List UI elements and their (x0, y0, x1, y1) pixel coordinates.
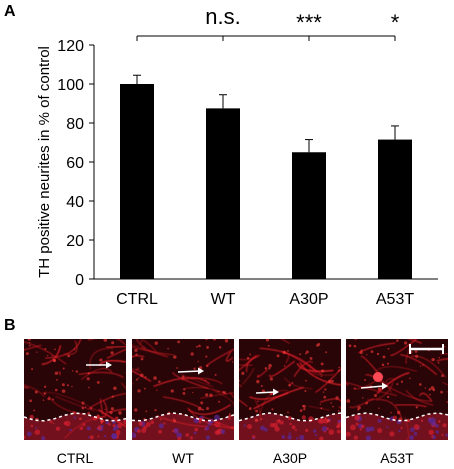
bar-a53t (378, 139, 412, 279)
y-ticks: 0 20 40 60 80 100 120 (57, 38, 94, 289)
bar-wt (206, 108, 240, 279)
micrograph-ctrl (24, 339, 126, 440)
micrograph-label: CTRL (57, 450, 94, 466)
arrow-icon (360, 385, 385, 389)
significance-label: n.s. (205, 4, 240, 29)
arrow-head-icon (198, 367, 204, 375)
error-bars (133, 74, 399, 153)
micrograph-a53t (346, 339, 448, 440)
y-tick-label: 20 (66, 233, 84, 250)
panel-label-b: B (4, 317, 16, 334)
significance-label: *** (296, 10, 322, 35)
significance-annotations: n.s. *** * (136, 4, 400, 41)
y-tick-label: 100 (57, 77, 84, 94)
micrograph-panels (24, 339, 448, 440)
arrow-icon (177, 370, 201, 373)
micrograph-wt (132, 339, 234, 440)
arrow-head-icon (273, 388, 279, 396)
micrograph-labels: CTRL WT A30P A53T (57, 450, 414, 466)
micrograph-label: A53T (380, 450, 414, 466)
bar-a30p (292, 152, 326, 279)
x-tick-label: CTRL (116, 291, 158, 308)
panel-label-a: A (4, 3, 16, 20)
x-tick-label: WT (211, 291, 236, 308)
y-axis-label: TH positive neurites in % of control (36, 46, 53, 278)
y-tick-label: 0 (75, 272, 84, 289)
y-tick-label: 40 (66, 194, 84, 211)
cell-body (373, 372, 383, 382)
bar-ctrl (120, 84, 154, 279)
bars (120, 84, 412, 279)
x-tick-label: A30P (289, 291, 328, 308)
micrograph-label: A30P (273, 450, 307, 466)
arrow-head-icon (382, 382, 388, 390)
x-tick-label: A53T (376, 291, 414, 308)
arrow-icon (255, 391, 276, 394)
y-tick-label: 60 (66, 155, 84, 172)
y-tick-label: 80 (66, 116, 84, 133)
arrow-head-icon (106, 361, 112, 369)
micrograph-label: WT (172, 450, 194, 466)
micrograph-a30p (239, 339, 341, 440)
y-tick-label: 120 (57, 38, 84, 55)
significance-label: * (391, 10, 400, 35)
x-tick-labels: CTRL WT A30P A53T (116, 291, 414, 308)
